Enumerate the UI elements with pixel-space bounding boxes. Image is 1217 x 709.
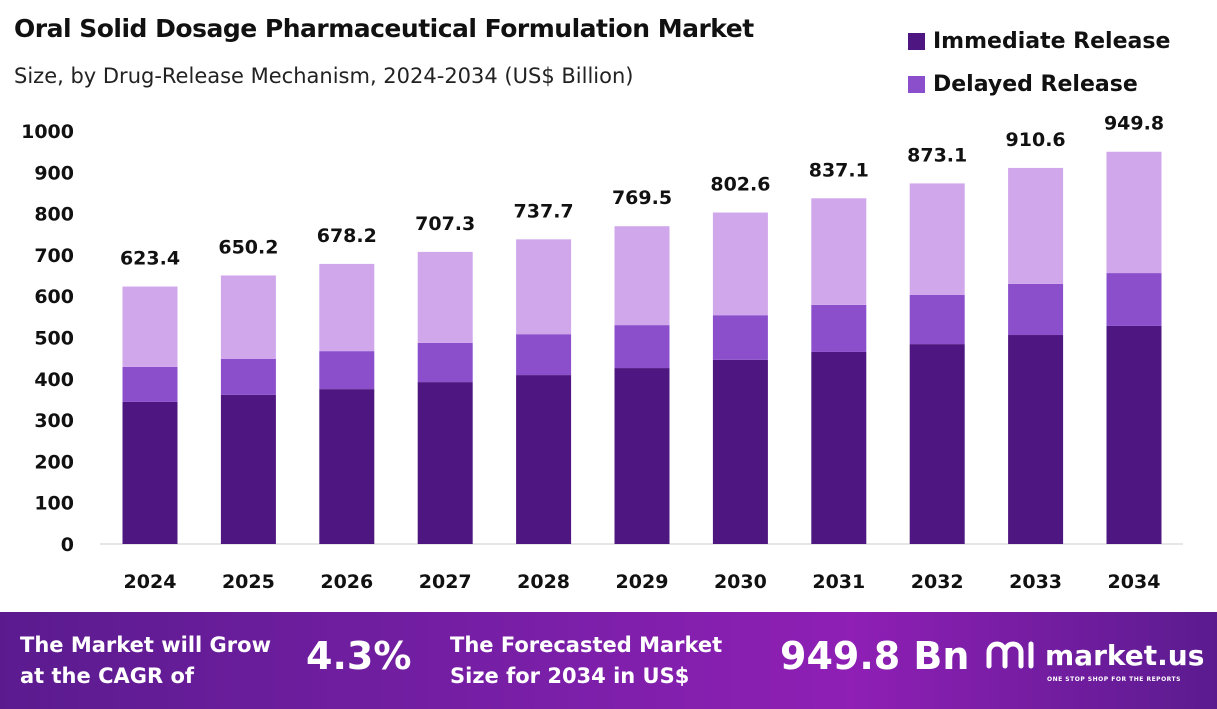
- bar-segment-immediate-release: [122, 401, 178, 544]
- bar-segment-delayed-release: [1008, 283, 1064, 336]
- bar-segment-series-3: [909, 183, 965, 295]
- bar-segment-delayed-release: [909, 294, 965, 345]
- total-data-label: 707.3: [415, 213, 475, 235]
- bar-segment-series-3: [1106, 151, 1162, 274]
- bar-segment-delayed-release: [811, 304, 867, 352]
- legend: Immediate Release Delayed Release: [908, 20, 1170, 106]
- bar-segment-immediate-release: [1008, 335, 1064, 544]
- y-tick-label: 800: [34, 204, 74, 226]
- legend-label: Delayed Release: [933, 72, 1138, 97]
- y-tick-label: 400: [34, 369, 74, 391]
- total-data-label: 737.7: [514, 200, 574, 222]
- bar-segment-immediate-release: [1106, 325, 1162, 544]
- bar-chart: 0 100 200 300 400 500 600 700 800 900 1000 623.4 202…: [21, 113, 1183, 593]
- cagr-label: The Market will Grow at the CAGR of: [20, 633, 271, 688]
- x-tick-label: 2033: [1009, 571, 1062, 593]
- bar-segment-series-3: [220, 275, 276, 359]
- bar-segment-delayed-release: [614, 325, 670, 369]
- y-tick-label: 600: [34, 286, 74, 308]
- total-data-label: 650.2: [218, 236, 278, 258]
- forecast-label: The Forecasted Market Size for 2034 in US…: [450, 633, 723, 688]
- bar-segment-series-3: [417, 251, 473, 343]
- chart-title: Oral Solid Dosage Pharmaceutical Formula…: [14, 14, 754, 43]
- bar-segment-series-3: [1008, 167, 1064, 284]
- bar-segment-series-3: [122, 286, 178, 367]
- bar-segment-series-3: [614, 226, 670, 326]
- x-tick-label: 2029: [616, 571, 669, 593]
- bar-segment-immediate-release: [909, 344, 965, 544]
- x-tick-label: 2030: [714, 571, 767, 593]
- legend-swatch: [908, 33, 925, 50]
- y-tick-label: 1000: [21, 121, 74, 143]
- bar-segment-immediate-release: [319, 389, 375, 544]
- legend-item-delayed: Delayed Release: [908, 63, 1170, 106]
- bar-segment-delayed-release: [516, 334, 572, 376]
- bar-segment-delayed-release: [122, 366, 178, 402]
- bar-segment-series-3: [319, 263, 375, 352]
- bar-segment-immediate-release: [811, 351, 867, 544]
- x-tick-label: 2025: [222, 571, 275, 593]
- bar-segment-delayed-release: [417, 342, 473, 383]
- bar-segment-series-3: [516, 239, 572, 335]
- y-tick-label: 100: [34, 493, 74, 515]
- y-tick-label: 300: [34, 410, 74, 432]
- y-tick-label: 200: [34, 451, 74, 473]
- x-tick-label: 2024: [124, 571, 177, 593]
- total-data-label: 873.1: [907, 144, 967, 166]
- bar-segment-delayed-release: [1106, 273, 1162, 326]
- total-data-label: 802.6: [710, 174, 770, 196]
- total-data-label: 623.4: [120, 248, 180, 270]
- cagr-value: 4.3%: [306, 634, 412, 678]
- footer-banner: The Market will Grow at the CAGR of 4.3% …: [0, 612, 1217, 709]
- x-tick-label: 2028: [517, 571, 570, 593]
- x-tick-label: 2031: [812, 571, 865, 593]
- y-tick-label: 700: [34, 245, 74, 267]
- x-tick-label: 2027: [419, 571, 472, 593]
- legend-label: Immediate Release: [933, 29, 1171, 54]
- total-data-label: 949.8: [1104, 113, 1164, 135]
- bar-segment-delayed-release: [220, 358, 276, 395]
- brand-name: market.us: [1045, 638, 1205, 672]
- bar-segment-delayed-release: [319, 351, 375, 390]
- bar-segment-immediate-release: [220, 394, 276, 544]
- bar-segment-delayed-release: [712, 315, 768, 360]
- bar-segment-immediate-release: [417, 382, 473, 544]
- total-data-label: 910.6: [1006, 129, 1066, 151]
- chart-subtitle: Size, by Drug-Release Mechanism, 2024-20…: [14, 64, 634, 88]
- brand-tagline: ONE STOP SHOP FOR THE REPORTS: [1047, 676, 1181, 683]
- marketus-logo-icon: [986, 641, 1034, 669]
- bar-segment-immediate-release: [614, 368, 670, 544]
- forecast-value: 949.8 Bn: [780, 634, 970, 678]
- bar-segment-immediate-release: [516, 375, 572, 544]
- y-tick-label: 900: [34, 162, 74, 184]
- x-tick-label: 2032: [911, 571, 964, 593]
- legend-swatch: [908, 76, 925, 93]
- brand-logo: market.us ONE STOP SHOP FOR THE REPORTS: [985, 638, 1205, 683]
- total-data-label: 769.5: [612, 187, 672, 209]
- total-data-label: 837.1: [809, 159, 869, 181]
- bar-segment-series-3: [811, 198, 867, 305]
- x-tick-label: 2026: [320, 571, 373, 593]
- bar-segment-immediate-release: [712, 359, 768, 544]
- y-tick-label: 0: [61, 534, 74, 556]
- bar-segment-series-3: [712, 212, 768, 316]
- total-data-label: 678.2: [317, 225, 377, 247]
- x-tick-label: 2034: [1108, 571, 1161, 593]
- legend-item-immediate: Immediate Release: [908, 20, 1170, 63]
- y-tick-label: 500: [34, 328, 74, 350]
